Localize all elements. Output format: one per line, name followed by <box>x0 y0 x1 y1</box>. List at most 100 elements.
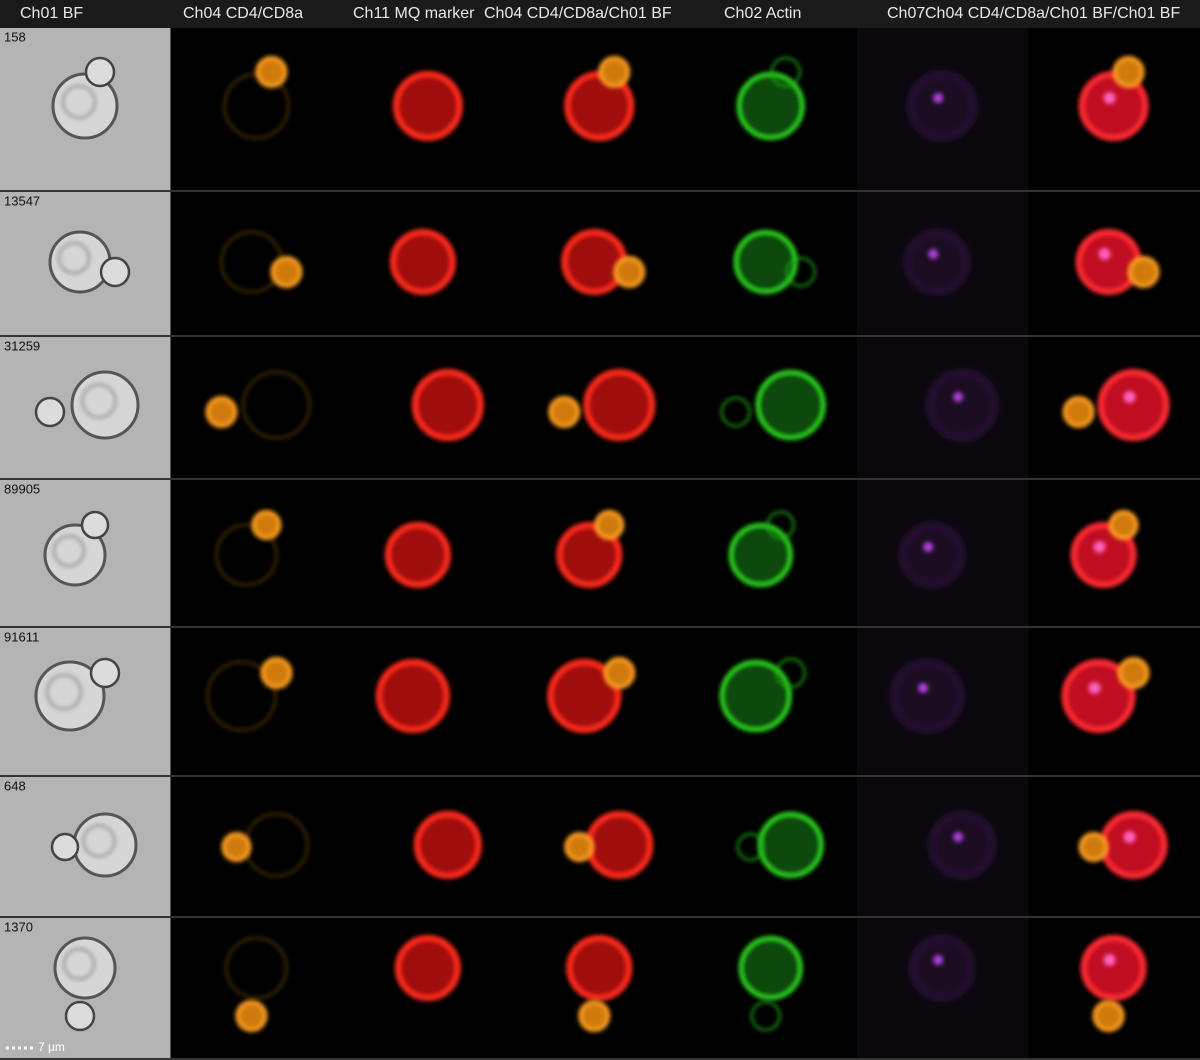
row-id: 648 <box>4 778 26 793</box>
cell <box>392 71 463 141</box>
tile-bg <box>171 918 343 1058</box>
cell <box>598 56 631 88</box>
cell <box>923 542 934 552</box>
row-id: 31259 <box>4 338 40 353</box>
image-tile <box>342 337 515 478</box>
row-divider <box>0 1058 1200 1060</box>
image-tile <box>0 28 171 190</box>
cell <box>583 369 656 441</box>
image-tile <box>171 480 343 626</box>
cell <box>1093 541 1106 553</box>
image-tile <box>1028 628 1200 775</box>
cell <box>411 369 484 441</box>
cell <box>1078 832 1109 862</box>
image-tile <box>171 628 343 775</box>
image-tile <box>0 192 171 335</box>
image-tile <box>685 192 858 335</box>
cell <box>375 659 450 733</box>
cell <box>235 1000 268 1032</box>
row-divider <box>0 626 1200 628</box>
image-tile <box>685 337 858 478</box>
row-divider <box>0 335 1200 337</box>
image-tile <box>857 918 1029 1058</box>
image-tile <box>685 480 858 626</box>
cell <box>719 660 792 732</box>
column-header: Ch01 BF <box>20 5 83 22</box>
cell <box>933 93 944 103</box>
cell <box>81 383 117 419</box>
cell <box>46 674 82 710</box>
cell <box>1088 682 1101 694</box>
cell <box>891 660 963 732</box>
cell <box>241 370 311 440</box>
cell <box>775 658 806 688</box>
cell <box>384 522 451 588</box>
cell <box>205 660 277 732</box>
cell <box>1103 92 1116 104</box>
image-tile <box>171 777 343 916</box>
cell <box>389 229 456 295</box>
image-tile <box>514 918 686 1058</box>
image-tile <box>857 628 1029 775</box>
image-tile <box>514 777 686 916</box>
image-tile <box>342 918 515 1058</box>
tile-bg <box>171 480 343 626</box>
cell <box>733 230 798 294</box>
cell <box>63 948 95 980</box>
column-header: Ch11 MQ marker <box>353 5 475 22</box>
column-header: Ch02 Actin <box>724 5 801 22</box>
cell <box>1123 831 1136 843</box>
cell <box>556 522 623 588</box>
cell <box>1127 256 1160 288</box>
cell <box>1108 510 1139 540</box>
image-tile <box>171 918 343 1058</box>
cell <box>62 85 96 119</box>
cell <box>1097 369 1170 441</box>
cell <box>64 1000 96 1032</box>
cell <box>82 824 116 858</box>
cell <box>80 510 110 540</box>
tile-bg <box>171 337 343 478</box>
row-divider <box>0 190 1200 192</box>
cell <box>736 833 765 861</box>
cell <box>1092 1000 1125 1032</box>
cell <box>1075 229 1142 295</box>
cell <box>908 72 976 140</box>
image-tile <box>1028 28 1200 190</box>
cell <box>953 832 964 842</box>
cell <box>53 535 85 567</box>
image-tile <box>1028 777 1200 916</box>
cell <box>99 256 131 288</box>
image-tile <box>685 628 858 775</box>
cell <box>566 935 633 1001</box>
image-tile <box>514 337 686 478</box>
cell <box>205 396 238 428</box>
image-tile <box>514 28 686 190</box>
tile-bg <box>171 628 343 775</box>
cell <box>413 811 482 879</box>
tile-bg <box>171 28 343 190</box>
cell <box>251 510 282 540</box>
scale-label: 7 µm <box>38 1040 65 1054</box>
row-id: 89905 <box>4 481 40 496</box>
cell <box>585 811 654 879</box>
cell <box>603 657 636 689</box>
cell <box>594 510 625 540</box>
cell <box>928 249 939 259</box>
cell <box>564 832 595 862</box>
image-tile <box>1028 192 1200 335</box>
row-divider <box>0 478 1200 480</box>
tile-bg <box>171 777 343 916</box>
cell <box>1061 659 1136 733</box>
cell <box>578 1000 611 1032</box>
cell <box>394 935 461 1001</box>
image-tile <box>685 777 858 916</box>
cell <box>547 659 622 733</box>
image-tile <box>857 480 1029 626</box>
cell <box>918 683 929 693</box>
cell <box>89 657 121 689</box>
image-tile <box>0 628 171 775</box>
image-tile <box>1028 337 1200 478</box>
cell <box>757 812 824 878</box>
